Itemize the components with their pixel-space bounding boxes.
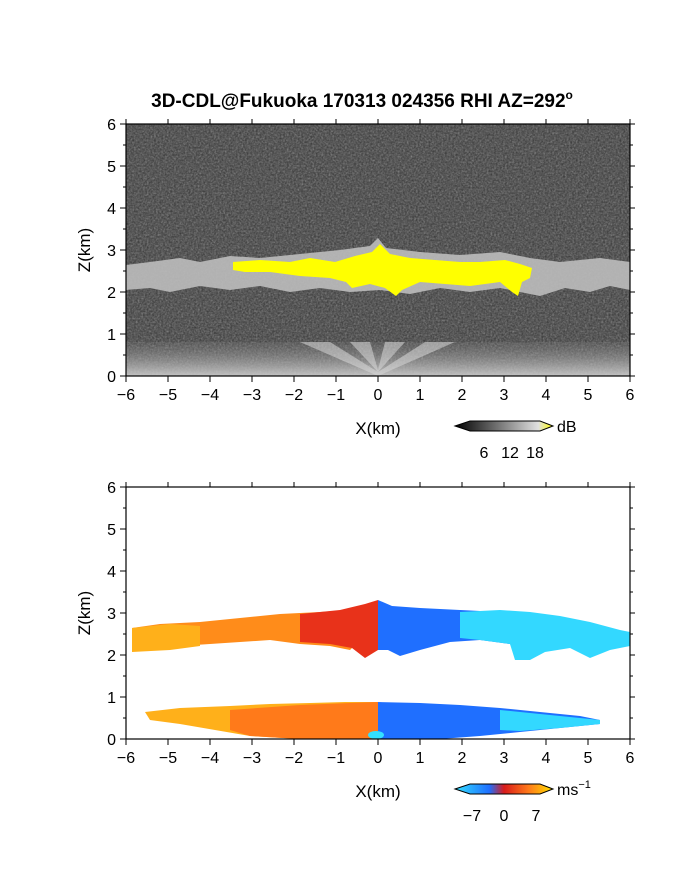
- reflectivity-xtick-label: −1: [327, 387, 345, 404]
- reflectivity-xtick-label: −5: [159, 387, 177, 404]
- reflectivity-ytick-label: 2: [107, 285, 116, 302]
- velocity-xtick-label: −4: [201, 750, 219, 767]
- reflectivity-xtick-label: 4: [542, 387, 551, 404]
- velocity-surface-spot: [368, 731, 384, 739]
- velocity-xtick-label: 1: [416, 750, 425, 767]
- velocity-colorbar-unit: ms−1: [557, 779, 591, 799]
- reflectivity-xtick-label: 0: [374, 387, 383, 404]
- reflectivity-colorbar-tick: 6: [480, 445, 489, 462]
- velocity-upper-layer-warm: [132, 624, 200, 652]
- high-reflectivity-core: [233, 244, 532, 296]
- reflectivity-xtick-label: 2: [458, 387, 467, 404]
- velocity-lower-layer-negative: [378, 702, 600, 739]
- velocity-xtick-label: −1: [327, 750, 345, 767]
- velocity-colorbar-unit-base: ms: [557, 782, 578, 799]
- velocity-xtick-label: 6: [626, 750, 635, 767]
- reflectivity-xtick-label: 5: [584, 387, 593, 404]
- velocity-colorbar-tick: 7: [532, 808, 541, 825]
- reflectivity-colorbar-bar: [453, 420, 555, 432]
- reflectivity-xtick-label: −6: [117, 387, 135, 404]
- reflectivity-colorbar: dB 6 12 18: [453, 419, 577, 462]
- figure-title-text: 3D-CDL@Fukuoka 170313 024356 RHI AZ=292: [151, 91, 565, 112]
- velocity-ytick-label: 4: [107, 564, 116, 581]
- velocity-ytick-label: 3: [107, 606, 116, 623]
- reflectivity-frame: [125, 123, 631, 377]
- velocity-xtick-label: 4: [542, 750, 551, 767]
- reflectivity-ytick-label: 0: [107, 369, 116, 386]
- reflectivity-xtick-label: −3: [243, 387, 261, 404]
- reflectivity-xtick-label: −4: [201, 387, 219, 404]
- velocity-xlabel: X(km): [355, 782, 400, 801]
- velocity-colorbar-tick: 0: [500, 808, 509, 825]
- figure-title-superscript: o: [566, 88, 573, 102]
- velocity-colorbar: ms−1 −7 0 7: [453, 779, 591, 825]
- reflectivity-ytick-label: 4: [107, 201, 116, 218]
- reflectivity-ylabel: Z(km): [75, 228, 94, 272]
- velocity-ytick-label: 0: [107, 732, 116, 749]
- velocity-xtick-label: 2: [458, 750, 467, 767]
- reflectivity-ytick-label: 3: [107, 243, 116, 260]
- velocity-frame: [125, 486, 631, 740]
- near-surface-fan: [300, 342, 455, 376]
- reflectivity-ytick-label: 1: [107, 327, 116, 344]
- reflectivity-xticks: −6 −5 −4 −3 −2 −1 0 1 2 3 4 5 6: [117, 119, 635, 404]
- velocity-ytick-label: 6: [107, 480, 116, 497]
- reflectivity-colorbar-tick: 18: [526, 445, 544, 462]
- velocity-xticks: −6 −5 −4 −3 −2 −1 0 1 2 3 4 5 6: [117, 482, 635, 767]
- reflectivity-yticks: 0 1 2 3 4 5 6: [107, 117, 635, 386]
- velocity-xtick-label: 0: [374, 750, 383, 767]
- velocity-xtick-label: 5: [584, 750, 593, 767]
- velocity-upper-layer-light: [460, 610, 630, 660]
- velocity-lower-layer-light: [500, 710, 600, 731]
- figure-title: 3D-CDL@Fukuoka 170313 024356 RHI AZ=292o: [151, 88, 573, 112]
- velocity-xtick-label: −6: [117, 750, 135, 767]
- velocity-lower-layer-orange: [230, 702, 378, 739]
- velocity-xtick-label: 3: [500, 750, 509, 767]
- velocity-colorbar-unit-exponent: −1: [578, 779, 591, 791]
- reflectivity-xlabel: X(km): [355, 419, 400, 438]
- reflectivity-xtick-label: 6: [626, 387, 635, 404]
- reflectivity-xtick-label: 3: [500, 387, 509, 404]
- reflectivity-xtick-label: 1: [416, 387, 425, 404]
- reflectivity-colorbar-tick: 12: [501, 445, 519, 462]
- velocity-ytick-label: 1: [107, 690, 116, 707]
- reflectivity-ytick-label: 6: [107, 117, 116, 134]
- velocity-colorbar-tick: −7: [463, 808, 481, 825]
- velocity-ytick-label: 2: [107, 648, 116, 665]
- velocity-ylabel: Z(km): [75, 591, 94, 635]
- velocity-xtick-label: −5: [159, 750, 177, 767]
- velocity-xtick-label: −3: [243, 750, 261, 767]
- velocity-xtick-label: −2: [285, 750, 303, 767]
- reflectivity-ytick-label: 5: [107, 159, 116, 176]
- velocity-ytick-label: 5: [107, 522, 116, 539]
- velocity-colorbar-bar: [453, 783, 555, 795]
- velocity-upper-layer-red: [300, 600, 378, 658]
- reflectivity-colorbar-unit: dB: [557, 419, 577, 436]
- reflectivity-xtick-label: −2: [285, 387, 303, 404]
